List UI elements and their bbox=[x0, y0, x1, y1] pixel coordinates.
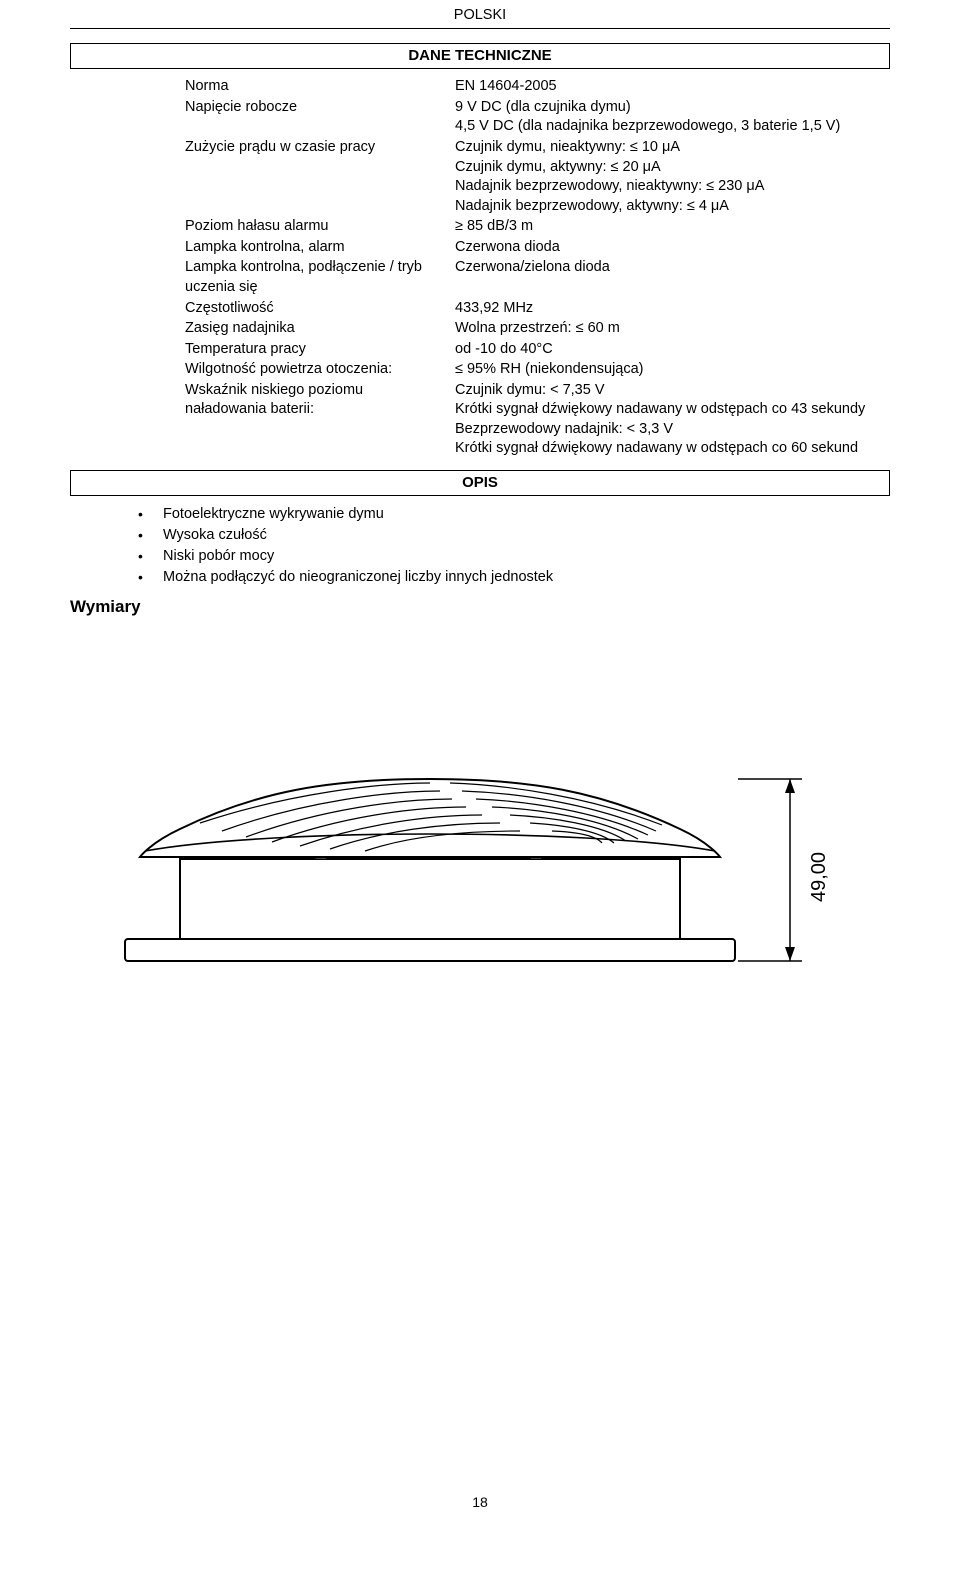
feature-bullet: Fotoelektryczne wykrywanie dymu bbox=[128, 504, 890, 525]
spec-label: Poziom hałasu alarmu bbox=[185, 217, 455, 237]
spec-value: Czerwona/zielona dioda bbox=[455, 258, 890, 278]
spec-value: ≥ 85 dB/3 m bbox=[455, 217, 890, 237]
spec-row: Temperatura pracyod -10 do 40°C bbox=[185, 339, 890, 360]
feature-bullet: Wysoka czułość bbox=[128, 525, 890, 546]
spec-row: Wilgotność powietrza otoczenia:≤ 95% RH … bbox=[185, 360, 890, 381]
spec-table: NormaEN 14604-2005Napięcie robocze9 V DC… bbox=[185, 77, 890, 460]
spec-value: ≤ 95% RH (niekondensująca) bbox=[455, 360, 890, 380]
spec-value: EN 14604-2005 bbox=[455, 77, 890, 97]
spec-row: Częstotliwość433,92 MHz bbox=[185, 298, 890, 319]
spec-row: Poziom hałasu alarmu≥ 85 dB/3 m bbox=[185, 217, 890, 238]
spec-row: Zasięg nadajnikaWolna przestrzeń: ≤ 60 m bbox=[185, 319, 890, 340]
height-dimension bbox=[738, 779, 802, 961]
spec-row: Zużycie prądu w czasie pracyCzujnik dymu… bbox=[185, 138, 890, 217]
feature-bullet: Można podłączyć do nieograniczonej liczb… bbox=[128, 567, 890, 588]
feature-bullet: Niski pobór mocy bbox=[128, 546, 890, 567]
spec-value: Czerwona dioda bbox=[455, 238, 890, 258]
spec-value: Wolna przestrzeń: ≤ 60 m bbox=[455, 319, 890, 339]
header-divider bbox=[70, 28, 890, 29]
body-block bbox=[180, 859, 680, 939]
spec-label: Temperatura pracy bbox=[185, 340, 455, 360]
spec-value: od -10 do 40°C bbox=[455, 340, 890, 360]
dimensions-heading: Wymiary bbox=[70, 596, 890, 619]
page-lang-header: POLSKI bbox=[70, 0, 890, 28]
spec-row: NormaEN 14604-2005 bbox=[185, 77, 890, 98]
desc-heading-box: OPIS bbox=[70, 470, 890, 496]
spec-label: Częstotliwość bbox=[185, 299, 455, 319]
spec-row: Napięcie robocze9 V DC (dla czujnika dym… bbox=[185, 97, 890, 137]
spec-row: Lampka kontrolna, podłączenie / tryb ucz… bbox=[185, 258, 890, 298]
page-number: 18 bbox=[70, 1493, 890, 1512]
spec-label: Zasięg nadajnika bbox=[185, 319, 455, 339]
spec-label: Lampka kontrolna, podłączenie / tryb ucz… bbox=[185, 258, 455, 297]
spec-value: 9 V DC (dla czujnika dymu) 4,5 V DC (dla… bbox=[455, 98, 890, 137]
spec-label: Zużycie prądu w czasie pracy bbox=[185, 138, 455, 158]
spec-value: Czujnik dymu: < 7,35 V Krótki sygnał dźw… bbox=[455, 381, 890, 459]
base-plate bbox=[125, 939, 735, 961]
spec-value: 433,92 MHz bbox=[455, 299, 890, 319]
specs-heading-box: DANE TECHNICZNE bbox=[70, 43, 890, 69]
spec-label: Wskaźnik niskiego poziomu naładowania ba… bbox=[185, 381, 455, 420]
spec-label: Lampka kontrolna, alarm bbox=[185, 238, 455, 258]
dimension-figure: 49,00 bbox=[70, 739, 890, 979]
height-dimension-label: 49,00 bbox=[808, 852, 830, 902]
spec-label: Norma bbox=[185, 77, 455, 97]
spec-row: Wskaźnik niskiego poziomu naładowania ba… bbox=[185, 380, 890, 459]
spec-label: Wilgotność powietrza otoczenia: bbox=[185, 360, 455, 380]
spec-label: Napięcie robocze bbox=[185, 98, 455, 118]
spec-row: Lampka kontrolna, alarmCzerwona dioda bbox=[185, 237, 890, 258]
device-side-view-svg: 49,00 bbox=[90, 739, 870, 979]
spec-value: Czujnik dymu, nieaktywny: ≤ 10 μA Czujni… bbox=[455, 138, 890, 216]
feature-bullets: Fotoelektryczne wykrywanie dymuWysoka cz… bbox=[128, 504, 890, 588]
